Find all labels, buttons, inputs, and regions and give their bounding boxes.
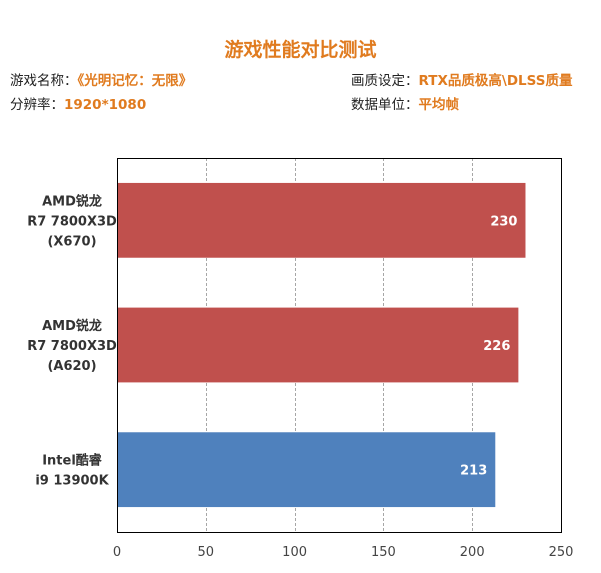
bar-value-label: 226: [483, 339, 510, 354]
quality-value: RTX品质极高\DLSS质量: [418, 73, 573, 89]
bar: [117, 182, 526, 258]
bar-value-label: 213: [460, 464, 487, 479]
resolution-row: 分辨率：1920*1080: [10, 96, 146, 114]
x-tick-label: 250: [549, 545, 574, 560]
resolution-value: 1920*1080: [64, 97, 147, 113]
x-tick-label: 200: [460, 545, 485, 560]
unit-label: 数据单位：: [351, 97, 419, 113]
unit-value: 平均帧: [418, 97, 460, 113]
x-tick-label: 100: [282, 545, 307, 560]
chart-title: 游戏性能对比测试: [224, 39, 377, 61]
unit-row: 数据单位：平均帧: [351, 96, 459, 114]
bars: 230 226 213: [117, 182, 526, 508]
game-name-row: 游戏名称：《光明记忆：无限》: [10, 72, 192, 90]
x-tick-labels: 0 50 100 150 200 250: [113, 545, 574, 560]
x-tick-label: 150: [371, 545, 396, 560]
bar: [117, 307, 519, 383]
category-label: Intel酷睿 i9 13900K: [35, 453, 109, 489]
x-tick-label: 50: [198, 545, 215, 560]
category-label: AMD锐龙 R7 7800X3D (A620): [27, 318, 117, 374]
bar: [117, 432, 496, 508]
quality-label: 画质设定：: [351, 73, 419, 89]
category-labels: AMD锐龙 R7 7800X3D (X670) AMD锐龙 R7 7800X3D (A62…: [27, 193, 117, 488]
plot-frame: [117, 158, 562, 533]
category-label: AMD锐龙 R7 7800X3D (X670): [27, 193, 117, 249]
quality-row: 画质设定：RTX品质极高\DLSS质量: [351, 72, 572, 90]
game-name-label: 游戏名称：: [10, 73, 78, 89]
bar-value-label: 230: [490, 214, 517, 229]
game-name-value: 《光明记忆：无限》: [77, 73, 193, 89]
resolution-label: 分辨率：: [10, 97, 64, 113]
x-tick-label: 0: [113, 545, 121, 560]
